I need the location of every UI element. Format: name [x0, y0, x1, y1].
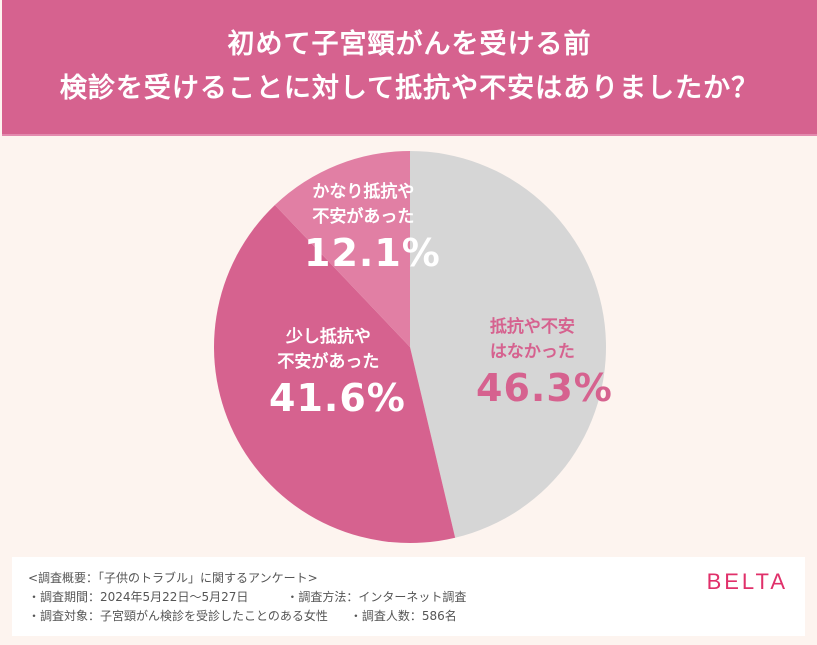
- slice-label-no-anxiety: 抵抗や不安 はなかった 46.3%: [476, 317, 613, 410]
- pie-slice-some-anxiety: [214, 204, 456, 543]
- title-line-1: 初めて子宮頸がんを受ける前: [227, 29, 592, 60]
- value-label: 41.6%: [269, 376, 406, 420]
- title-line-2: 検診を受けることに対して抵抗や不安はありましたか？: [59, 73, 760, 104]
- belta-logo: BELTA: [706, 569, 788, 594]
- value-label: 46.3%: [476, 366, 613, 410]
- pie-slice-strong-anxiety: [274, 151, 410, 347]
- value-label: 12.1%: [304, 231, 441, 275]
- chart-title-banner: 初めて子宮頸がんを受ける前 検診を受けることに対して抵抗や不安はありましたか？: [2, 0, 817, 136]
- pie-slice-no-anxiety: [410, 151, 606, 538]
- slice-label-strong-anxiety: かなり抵抗や 不安があった 12.1%: [304, 182, 441, 275]
- survey-respondents: ・調査人数：586名: [349, 609, 457, 623]
- survey-target: ・調査対象：子宮頸がん検診を受診したことのある女性: [28, 609, 328, 623]
- survey-info-box: <調査概要：「子供のトラブル」に関するアンケート> ・調査期間：2024年5月2…: [12, 557, 805, 636]
- slice-label-some-anxiety: 少し抵抗や 不安があった 41.6%: [269, 327, 406, 420]
- survey-period: ・調査期間：2024年5月22日〜5月27日: [28, 590, 249, 604]
- survey-method: ・調査方法：インターネット調査: [286, 590, 467, 604]
- survey-notes: <調査概要：「子供のトラブル」に関するアンケート> ・調査期間：2024年5月2…: [28, 569, 466, 626]
- survey-summary: <調査概要：「子供のトラブル」に関するアンケート>: [28, 571, 318, 585]
